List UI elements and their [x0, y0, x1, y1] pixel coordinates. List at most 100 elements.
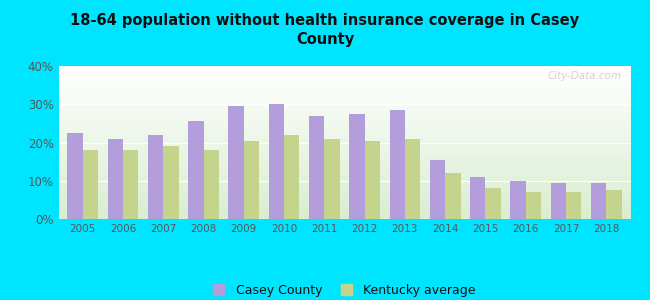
Bar — [58, 152, 630, 153]
Bar — [58, 113, 630, 114]
Bar — [58, 140, 630, 141]
Bar — [58, 205, 630, 206]
Bar — [58, 206, 630, 207]
Bar — [58, 103, 630, 104]
Bar — [58, 150, 630, 151]
Bar — [58, 93, 630, 94]
Bar — [58, 90, 630, 91]
Bar — [58, 131, 630, 132]
Bar — [58, 186, 630, 187]
Bar — [58, 129, 630, 130]
Bar — [58, 184, 630, 185]
Bar — [188, 122, 203, 219]
Bar — [58, 159, 630, 160]
Bar — [58, 156, 630, 157]
Bar — [324, 139, 340, 219]
Bar — [58, 146, 630, 147]
Bar — [58, 174, 630, 175]
Bar — [58, 107, 630, 108]
Bar — [58, 148, 630, 149]
Bar — [58, 82, 630, 83]
Bar — [58, 214, 630, 215]
Bar — [58, 81, 630, 82]
Bar — [58, 190, 630, 191]
Bar — [58, 185, 630, 186]
Bar — [58, 126, 630, 127]
Bar — [58, 94, 630, 95]
Bar — [203, 150, 219, 219]
Bar — [58, 84, 630, 85]
Bar — [58, 204, 630, 205]
Bar — [58, 75, 630, 76]
Bar — [58, 78, 630, 79]
Bar — [58, 133, 630, 134]
Bar — [58, 116, 630, 117]
Bar — [108, 139, 123, 219]
Bar — [58, 101, 630, 102]
Bar — [58, 119, 630, 120]
Bar — [58, 143, 630, 144]
Bar — [58, 125, 630, 126]
Bar — [606, 190, 621, 219]
Bar — [470, 177, 486, 219]
Bar — [58, 154, 630, 155]
Bar — [244, 141, 259, 219]
Bar — [58, 189, 630, 190]
Bar — [58, 217, 630, 218]
Bar — [58, 68, 630, 69]
Bar — [445, 173, 460, 219]
Bar — [58, 169, 630, 170]
Bar — [58, 66, 630, 67]
Bar — [58, 181, 630, 182]
Bar — [58, 198, 630, 199]
Bar — [405, 139, 421, 219]
Bar — [58, 160, 630, 161]
Bar — [58, 105, 630, 106]
Bar — [163, 146, 179, 219]
Bar — [58, 168, 630, 169]
Bar — [58, 197, 630, 198]
Bar — [58, 77, 630, 78]
Bar — [58, 196, 630, 197]
Bar — [58, 215, 630, 216]
Bar — [389, 110, 405, 219]
Bar — [58, 99, 630, 100]
Bar — [58, 187, 630, 188]
Bar — [58, 157, 630, 158]
Bar — [58, 112, 630, 113]
Bar — [510, 181, 526, 219]
Bar — [58, 128, 630, 129]
Bar — [58, 191, 630, 192]
Bar — [58, 92, 630, 93]
Bar — [58, 179, 630, 180]
Bar — [58, 95, 630, 96]
Bar — [58, 76, 630, 77]
Bar — [58, 142, 630, 143]
Bar — [148, 135, 163, 219]
Bar — [58, 71, 630, 72]
Bar — [58, 202, 630, 203]
Bar — [58, 80, 630, 81]
Bar — [58, 167, 630, 168]
Bar — [58, 74, 630, 75]
Bar — [58, 110, 630, 111]
Bar — [58, 173, 630, 174]
Bar — [58, 91, 630, 92]
Text: 18-64 population without health insurance coverage in Casey
County: 18-64 population without health insuranc… — [70, 14, 580, 47]
Bar — [58, 138, 630, 139]
Bar — [58, 155, 630, 156]
Bar — [58, 124, 630, 125]
Bar — [58, 86, 630, 87]
Bar — [526, 192, 541, 219]
Bar — [58, 188, 630, 189]
Bar — [58, 180, 630, 181]
Bar — [58, 117, 630, 118]
Bar — [58, 132, 630, 133]
Bar — [58, 177, 630, 178]
Bar — [58, 87, 630, 88]
Bar — [430, 160, 445, 219]
Bar — [58, 100, 630, 101]
Bar — [58, 203, 630, 204]
Bar — [58, 210, 630, 211]
Bar — [58, 176, 630, 177]
